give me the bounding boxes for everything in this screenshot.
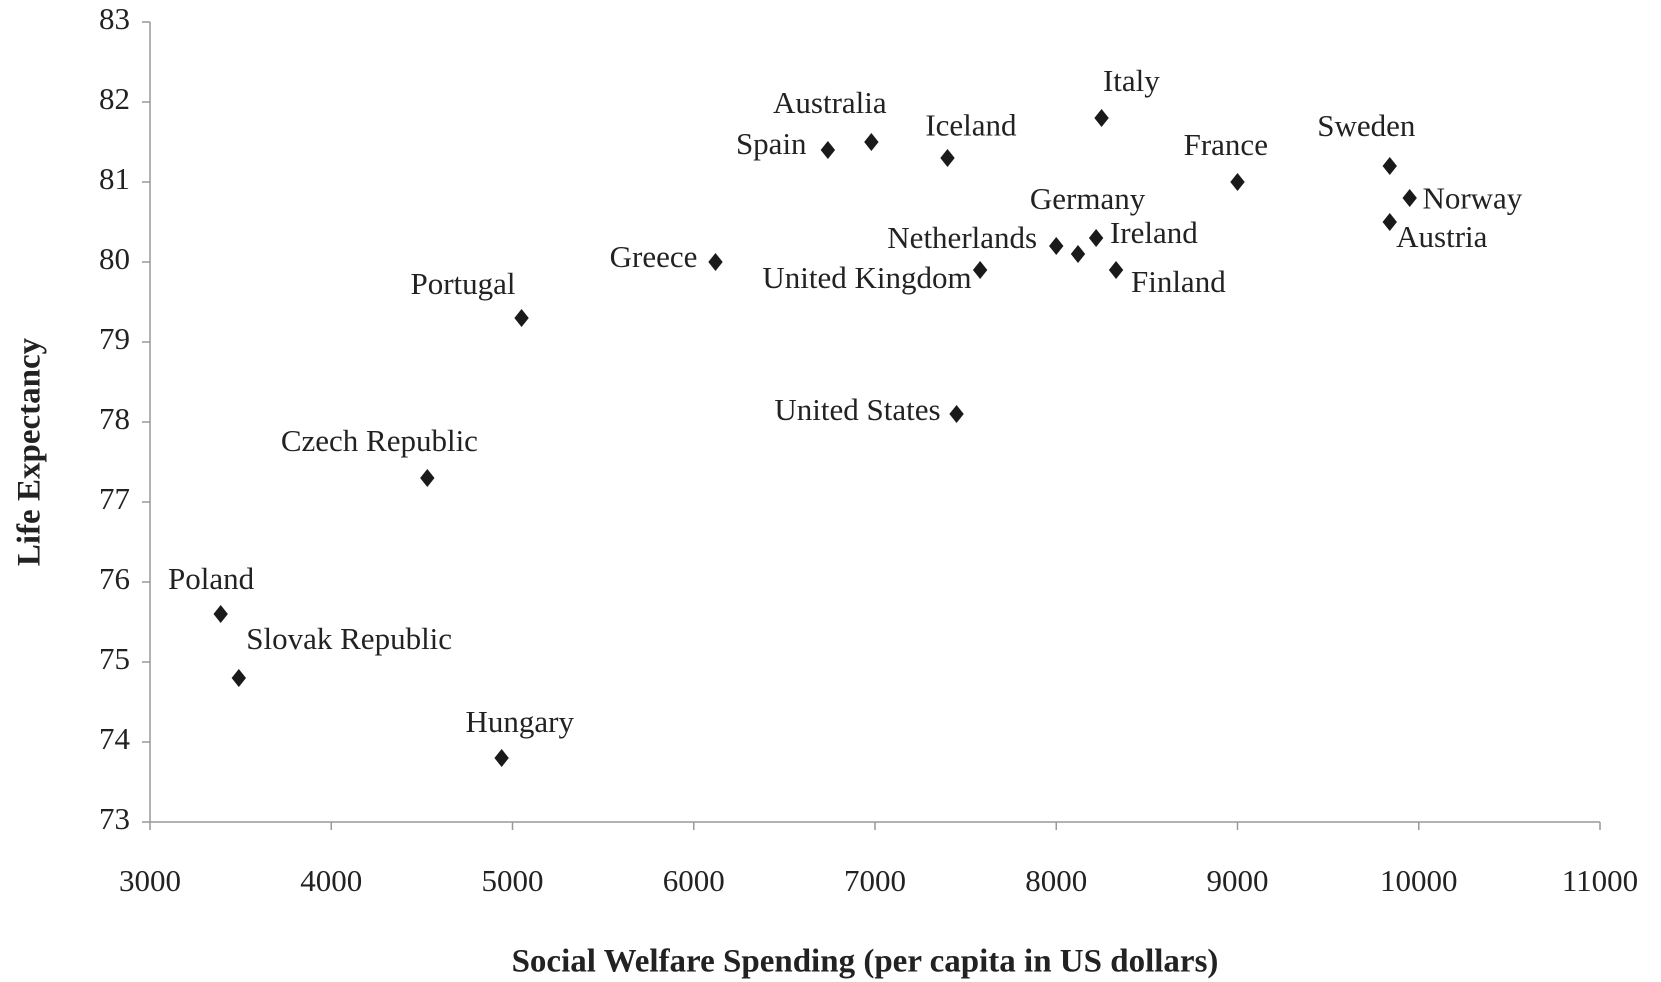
point <box>1049 237 1064 255</box>
point <box>1382 213 1397 231</box>
point <box>231 669 247 687</box>
y-tick-label: 75 <box>99 641 130 676</box>
x-tick-label: 5000 <box>482 863 544 898</box>
y-tick-label: 79 <box>99 321 130 356</box>
point-label: Poland <box>168 561 255 596</box>
point-label: Austria <box>1396 219 1488 254</box>
point <box>1088 229 1104 247</box>
x-tick-label: 11000 <box>1562 863 1638 898</box>
point <box>1382 157 1397 175</box>
point <box>1070 245 1086 263</box>
point <box>1108 261 1124 279</box>
point <box>213 605 228 623</box>
y-tick-label: 76 <box>99 561 130 596</box>
x-tick-label: 10000 <box>1380 863 1458 898</box>
point-label: United States <box>774 392 940 427</box>
point <box>514 309 529 327</box>
y-tick-label: 77 <box>99 481 130 516</box>
point <box>494 749 509 767</box>
point-label: Australia <box>773 85 887 120</box>
point-label: Czech Republic <box>281 423 478 458</box>
x-axis-title: Social Welfare Spending (per capita in U… <box>512 944 1219 980</box>
point-label: Spain <box>736 126 807 161</box>
point-label: Norway <box>1422 180 1522 215</box>
point <box>1230 173 1245 191</box>
point-label: United Kingdom <box>762 260 971 295</box>
point-label: Portugal <box>410 266 515 301</box>
point <box>820 141 836 159</box>
point <box>949 405 964 423</box>
point-label: Netherlands <box>887 220 1037 255</box>
x-tick-label: 7000 <box>844 863 906 898</box>
point-label: Finland <box>1131 264 1226 299</box>
y-tick-label: 81 <box>99 161 130 196</box>
point <box>1094 109 1109 127</box>
point <box>940 149 955 167</box>
y-tick-label: 83 <box>99 1 130 36</box>
point <box>972 261 988 279</box>
x-tick-label: 9000 <box>1207 863 1269 898</box>
point <box>420 469 435 487</box>
point-label: France <box>1184 127 1268 162</box>
y-tick-label: 82 <box>99 81 130 116</box>
point-label: Germany <box>1030 181 1146 216</box>
point <box>708 253 723 271</box>
y-tick-label: 73 <box>99 801 130 836</box>
y-tick-label: 78 <box>99 401 130 436</box>
point <box>1402 189 1417 207</box>
point-label: Ireland <box>1110 215 1198 250</box>
point-label: Italy <box>1103 63 1160 98</box>
x-tick-label: 4000 <box>300 863 362 898</box>
y-tick-label: 80 <box>99 241 130 276</box>
x-tick-label: 3000 <box>119 863 181 898</box>
point-label: Iceland <box>925 107 1017 142</box>
point-label: Sweden <box>1317 108 1416 143</box>
x-tick-label: 6000 <box>663 863 725 898</box>
point-label: Hungary <box>465 704 574 739</box>
point <box>864 133 879 151</box>
x-tick-label: 8000 <box>1025 863 1087 898</box>
point-label: Slovak Republic <box>246 621 452 656</box>
y-tick-label: 74 <box>99 721 131 756</box>
y-axis-title: Life Expectancy <box>12 337 48 566</box>
point-label: Greece <box>610 239 698 274</box>
